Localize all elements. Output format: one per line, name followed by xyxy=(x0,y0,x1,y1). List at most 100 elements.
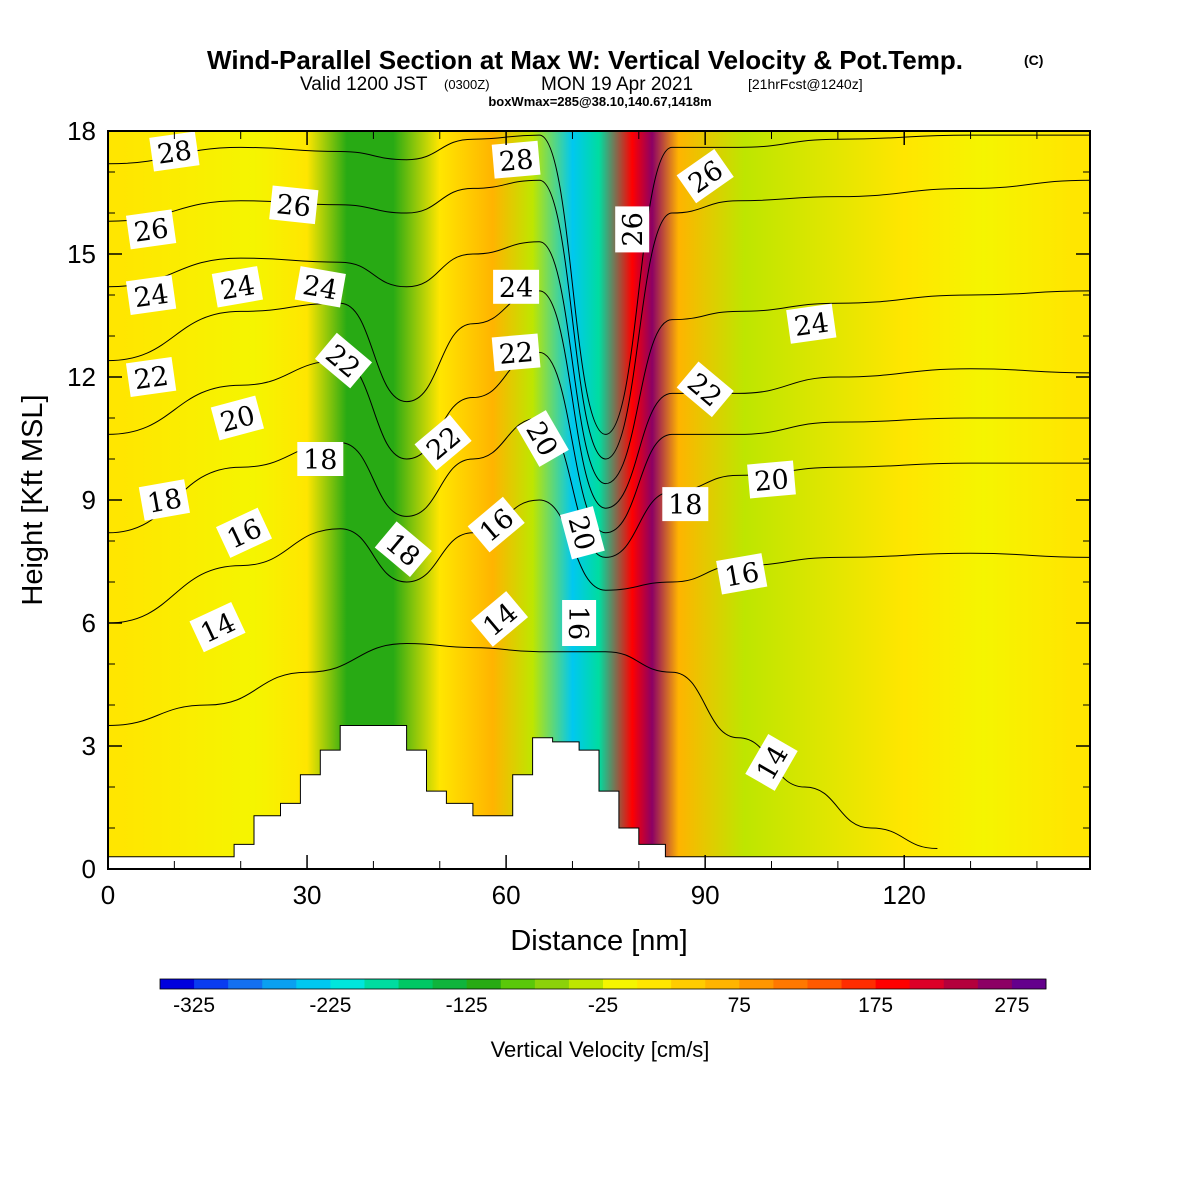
x-tick-label: 0 xyxy=(101,880,115,910)
contour-label-box xyxy=(297,442,344,476)
colorbar-swatch xyxy=(296,979,331,989)
y-tick-label: 15 xyxy=(67,239,96,269)
contour-label-24: 24 xyxy=(125,274,177,316)
contour-label-text: 18 xyxy=(668,490,702,521)
contour-label-box xyxy=(467,496,525,553)
contour-label-box xyxy=(314,332,373,389)
contour-label-box xyxy=(125,356,177,398)
y-tick-label: 6 xyxy=(82,608,96,638)
contour-label-box xyxy=(615,206,650,253)
contour-label-box xyxy=(149,131,200,172)
contour-label-18: 18 xyxy=(662,487,709,522)
colorbar-tick-label: -325 xyxy=(173,994,215,1017)
contour-label-text: 16 xyxy=(722,557,761,593)
contour-label-text: 24 xyxy=(792,307,830,342)
chart-subtitle-forecast: [21hrFcst@1240z] xyxy=(748,76,863,92)
colorbar-swatch xyxy=(262,979,297,989)
contour-label-box xyxy=(491,333,541,372)
colorbar-swatch xyxy=(807,979,843,989)
colorbar-swatch xyxy=(330,979,365,989)
contour-label-box xyxy=(716,553,768,595)
y-tick-label: 18 xyxy=(67,116,96,146)
contour-label-text: 26 xyxy=(275,189,312,223)
chart-title: Wind-Parallel Section at Max W: Vertical… xyxy=(207,45,963,75)
chart-subtitle-date: MON 19 Apr 2021 xyxy=(541,74,693,95)
contour-label-24: 24 xyxy=(493,269,540,304)
colorbar-swatch xyxy=(1011,979,1047,989)
contour-label-box xyxy=(491,140,541,179)
contour-label-20: 20 xyxy=(747,460,796,499)
contour-label-text: 26 xyxy=(618,212,649,246)
colorbar-title: Vertical Velocity [cm/s] xyxy=(491,1037,710,1062)
colorbar-swatch xyxy=(637,979,672,989)
colorbar-swatch xyxy=(773,979,808,989)
contour-label-18: 18 xyxy=(138,479,191,521)
contour-theta-28 xyxy=(108,134,1090,435)
chart-subtitle-boxwmax: boxWmax=285@38.10,140.67,1418m xyxy=(488,94,711,109)
contour-label-box xyxy=(493,269,540,304)
colorbar: -325 -225 -125 -25 75 175 275 xyxy=(159,978,1047,1017)
colorbar-swatch xyxy=(500,979,536,989)
contour-label-box xyxy=(215,507,273,558)
colorbar-tick-label: 175 xyxy=(858,994,893,1017)
contour-label-box xyxy=(125,209,177,250)
colorbar-tick-label: -125 xyxy=(446,994,488,1017)
colorbar-swatch xyxy=(228,979,263,989)
colorbar-swatch xyxy=(603,979,638,989)
contour-label-box xyxy=(374,521,432,578)
contour-theta-24 xyxy=(108,241,1090,485)
contour-label-text: 18 xyxy=(303,445,337,476)
contour-label-box xyxy=(745,733,798,791)
colorbar-swatch xyxy=(398,979,434,989)
colorbar-swatch xyxy=(705,979,740,989)
colorbar-swatch xyxy=(909,979,945,989)
x-axis-title: Distance [nm] xyxy=(510,925,687,957)
contour-label-box xyxy=(211,266,264,308)
x-tick-label: 60 xyxy=(492,880,521,910)
colorbar-swatch xyxy=(194,979,229,989)
chart-subtitle-zulu: (0300Z) xyxy=(444,77,490,92)
colorbar-swatch xyxy=(977,979,1013,989)
chart-title-mark: (C) xyxy=(1024,52,1043,68)
chart-subtitle-valid: Valid 1200 JST xyxy=(300,74,428,95)
colorbar-tick-label: -25 xyxy=(588,994,618,1017)
terrain-mask xyxy=(107,725,1091,870)
contour-label-text: 24 xyxy=(218,270,257,306)
contour-label-text: 18 xyxy=(145,483,184,519)
contour-label-box xyxy=(560,506,605,560)
contour-label-26: 26 xyxy=(615,206,650,253)
colorbar-swatch xyxy=(841,979,877,989)
contour-label-box xyxy=(414,414,472,471)
contour-label-text: 20 xyxy=(753,464,790,498)
colorbar-swatch xyxy=(466,979,502,989)
colorbar-swatch xyxy=(739,979,774,989)
contour-label-24: 24 xyxy=(786,303,837,344)
axes: 0 30 60 90 120 0 3 6 9 12 15 18 xyxy=(67,116,1090,910)
colorbar-tick-label: -225 xyxy=(309,994,351,1017)
contour-label-26: 26 xyxy=(269,185,319,225)
contour-theta-20 xyxy=(108,351,1090,534)
contour-theta-26 xyxy=(108,179,1090,460)
contour-label-box xyxy=(269,185,319,225)
x-tick-label: 30 xyxy=(293,880,322,910)
contour-label-24: 24 xyxy=(294,266,346,308)
contour-label-18: 18 xyxy=(297,442,344,476)
colorbar-swatch xyxy=(364,979,400,989)
contour-label-box xyxy=(662,487,709,522)
contour-label-box xyxy=(786,303,837,344)
colorbar-swatch xyxy=(432,979,468,989)
contour-label-24: 24 xyxy=(211,266,264,308)
contour-label-box xyxy=(516,410,569,467)
contour-label-box xyxy=(210,395,265,441)
x-tick-label: 90 xyxy=(691,880,720,910)
contour-label-box xyxy=(676,148,734,204)
y-axis-title: Height [Kft MSL] xyxy=(17,394,49,605)
colorbar-tick-label: 275 xyxy=(994,994,1029,1017)
contour-label-box xyxy=(125,274,177,316)
contour-label-28: 28 xyxy=(491,140,541,179)
colorbar-swatch xyxy=(568,979,604,989)
contour-label-box xyxy=(676,361,734,418)
contour-label-20: 20 xyxy=(210,395,265,441)
